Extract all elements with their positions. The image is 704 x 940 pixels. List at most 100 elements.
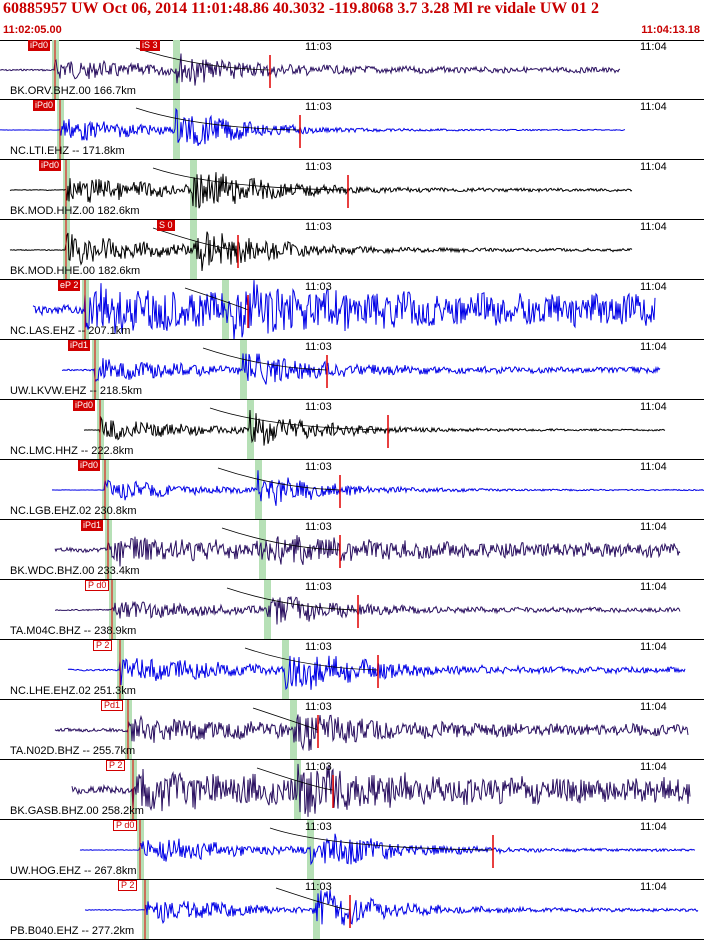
station-label: TA.M04C.BHZ -- 238.9km [10,625,137,637]
tick-label-mid: 11:03 [305,101,332,113]
seismogram-traces: 11:03 11:04 BK.ORV.BHZ.00 166.7km iPd0 iS 3 1… [0,40,704,940]
s-pick-label[interactable]: iS 3 [140,40,160,51]
end-time-label: 11:04:13.18 [641,24,700,36]
trace-panel: 11:03 11:04 UW.LKVW.EHZ -- 218.5km iPd1 [0,340,704,400]
trace-panel: 11:03 11:04 NC.LHE.EHZ.02 251.3km P 2 [0,640,704,700]
waveform-line [54,535,681,567]
p-pick-label[interactable]: P d0 [113,820,138,831]
s-arrival-band [264,580,271,639]
seismogram-plot [71,760,691,819]
seismogram-plot [79,820,696,879]
p-pick-label[interactable]: eP 2 [58,280,81,291]
tick-label-mid: 11:03 [305,701,332,713]
tick-label-end: 11:04 [640,701,667,713]
tick-label-end: 11:04 [640,341,667,353]
tick-label-mid: 11:03 [305,761,332,773]
p-pick-label[interactable]: iPd0 [39,160,62,171]
seismogram-plot [54,700,689,759]
travel-time-curve [135,47,271,71]
s-pick-label[interactable]: S 0 [157,220,175,231]
travel-time-curve [217,467,341,491]
travel-time-curve [152,167,349,191]
waveform-line [51,470,704,506]
p-pick-label[interactable]: iPd0 [78,460,101,471]
waveform-line [9,231,633,272]
p-pick-label[interactable]: iPd0 [73,400,96,411]
trace-panel: 11:03 11:04 BK.MOD.HHZ.00 182.6km iPd0 [0,160,704,220]
seismogram-plot [67,640,686,699]
station-label: BK.GASB.BHZ.00 258.2km [10,805,144,817]
p-pick-label[interactable]: iPd0 [28,40,51,51]
tick-label-end: 11:04 [640,221,667,233]
waveform-line [84,889,699,926]
travel-time-curve [152,227,239,251]
waveform-line [61,353,661,385]
travel-time-curve [209,407,389,431]
s-arrival-band [259,520,266,579]
trace-panel: 11:03 11:04 TA.M04C.BHZ -- 238.9km P d0 [0,580,704,640]
tick-label-end: 11:04 [640,161,667,173]
tick-label-mid: 11:03 [305,521,332,533]
travel-time-curve [226,587,359,611]
seismogram-plot [0,100,626,159]
station-label: NC.LGB.EHZ.02 230.8km [10,505,137,517]
p-pick-label[interactable]: P 2 [118,880,138,891]
s-arrival-band [173,100,180,159]
p-pick-label[interactable]: P d0 [85,580,110,591]
seismogram-plot [51,460,704,519]
station-label: UW.HOG.EHZ -- 267.8km [10,865,137,877]
tick-label-mid: 11:03 [305,581,332,593]
p-pick-label[interactable]: iPd0 [33,100,56,111]
p-pick-label[interactable]: Pd1 [101,700,124,711]
p-pick-label[interactable]: P 2 [93,640,113,651]
travel-time-curve [202,347,328,371]
seismogram-plot [61,340,661,399]
tick-label-end: 11:04 [640,521,667,533]
seismogram-plot [83,400,666,459]
waveform-line [9,172,633,209]
tick-label-end: 11:04 [640,881,667,893]
travel-time-curve [244,647,379,671]
tick-label-end: 11:04 [640,281,667,293]
trace-panel: 11:03 11:04 NC.LTI.EHZ -- 171.8km iPd0 [0,100,704,160]
travel-time-curve [135,107,301,131]
trace-panel: 11:03 11:04 PB.B040.EHZ -- 277.2km P 2 [0,880,704,940]
travel-time-curve [184,287,249,311]
station-label: NC.LTI.EHZ -- 171.8km [10,145,125,157]
seismogram-plot [55,580,681,639]
waveform-line [79,833,696,866]
p-pick-label[interactable]: P 2 [106,760,126,771]
tick-label-end: 11:04 [640,581,667,593]
trace-panel: 11:03 11:04 BK.WDC.BHZ.00 233.4km iPd1 [0,520,704,580]
tick-label-end: 11:04 [640,761,667,773]
seismogram-plot [84,880,699,939]
trace-panel: 11:03 11:04 NC.LGB.EHZ.02 230.8km iPd0 [0,460,704,520]
p-pick-label[interactable]: iPd1 [81,520,104,531]
seismogram-plot [54,520,681,579]
station-label: NC.LMC.HHZ -- 222.8km [10,445,134,457]
tick-label-end: 11:04 [640,401,667,413]
waveform-line [71,763,691,817]
tick-label-mid: 11:03 [305,881,332,893]
station-label: NC.LAS.EHZ -- 207.1km [10,325,131,337]
station-label: BK.ORV.BHZ.00 166.7km [10,85,136,97]
waveform-line [67,655,686,691]
travel-time-curve [221,527,341,551]
station-label: TA.N02D.BHZ -- 255.7km [10,745,136,757]
tick-label-mid: 11:03 [305,821,332,833]
waveform-line [0,53,621,86]
trace-panel: 11:03 11:04 BK.GASB.BHZ.00 258.2km P 2 [0,760,704,820]
trace-panel: 11:03 11:04 BK.ORV.BHZ.00 166.7km iPd0 iS 3 [0,40,704,100]
trace-panel: 11:03 11:04 NC.LMC.HHZ -- 222.8km iPd0 [0,400,704,460]
p-pick-label[interactable]: iPd1 [68,340,91,351]
s-arrival-band [240,340,247,399]
trace-panel: 11:03 11:04 UW.HOG.EHZ -- 267.8km P d0 [0,820,704,880]
station-label: BK.WDC.BHZ.00 233.4km [10,565,140,577]
waveform-line [0,107,626,146]
tick-label-mid: 11:03 [305,41,332,53]
seismogram-plot [32,280,656,339]
tick-label-mid: 11:03 [305,341,332,353]
start-time-label: 11:02:05.00 [3,24,62,36]
travel-time-curve [269,827,494,851]
trace-panel: 11:03 11:04 NC.LAS.EHZ -- 207.1km eP 2 [0,280,704,340]
